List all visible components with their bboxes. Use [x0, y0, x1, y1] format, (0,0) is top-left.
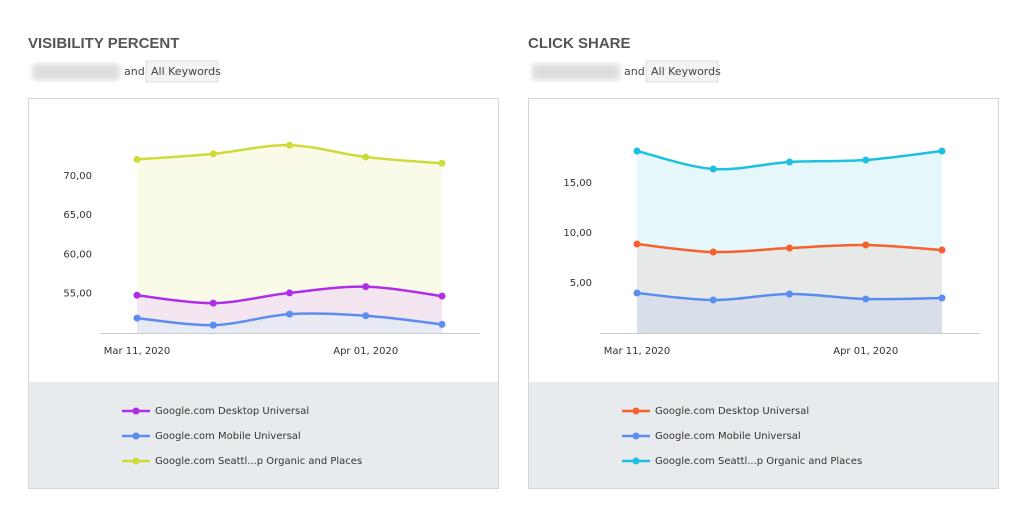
point [133, 291, 141, 299]
point [133, 314, 141, 322]
legend-dot [132, 457, 140, 465]
legend-dot [132, 407, 140, 415]
point [709, 296, 717, 304]
legend-dot [132, 432, 140, 440]
point [438, 159, 446, 167]
point [209, 299, 217, 307]
legend-area [529, 382, 998, 488]
point [709, 248, 717, 256]
point [286, 310, 293, 318]
blurred-site [532, 64, 620, 80]
legend-label: Google.com Desktop Universal [155, 406, 309, 417]
point [938, 147, 946, 155]
point [633, 240, 641, 248]
point [633, 289, 641, 297]
y-tick-label: 5,00 [570, 278, 592, 289]
point [438, 320, 446, 328]
y-tick-label: 15,00 [563, 178, 592, 189]
legend-label: Google.com Mobile Universal [155, 431, 301, 442]
legend-dot [632, 432, 640, 440]
blurred-site [32, 64, 120, 80]
point [862, 156, 870, 164]
panel-title: CLICK SHARE [528, 35, 631, 52]
point [786, 158, 793, 166]
point [362, 283, 370, 291]
legend-dot [632, 457, 640, 465]
legend-label: Google.com Seattl...p Organic and Places [655, 456, 862, 467]
point [633, 147, 641, 155]
point [786, 290, 793, 298]
filter-chip [645, 60, 719, 83]
x-tick-label: Apr 01, 2020 [833, 346, 898, 357]
y-tick-label: 65,00 [63, 210, 92, 221]
point [286, 141, 293, 149]
point [938, 246, 946, 254]
legend-dot [632, 407, 640, 415]
point [209, 150, 217, 158]
filter-joiner: and [624, 65, 645, 78]
chart-panel: CLICK SHARE and All Keywords 5,00 10,00 15,00… [528, 35, 999, 489]
y-tick-label: 10,00 [563, 228, 592, 239]
point [209, 321, 217, 329]
filter-joiner: and [124, 65, 145, 78]
legend-area [29, 382, 498, 488]
filter-value: All Keywords [151, 65, 221, 78]
chart-panel: VISIBILITY PERCENT and All Keywords 55,00 60… [28, 35, 499, 489]
y-tick-label: 70,00 [63, 171, 92, 182]
point [862, 241, 870, 249]
point [862, 295, 870, 303]
panel-title: VISIBILITY PERCENT [28, 35, 179, 52]
legend-label: Google.com Desktop Universal [655, 406, 809, 417]
filter-chip [145, 60, 219, 83]
legend-label: Google.com Mobile Universal [655, 431, 801, 442]
x-tick-label: Mar 11, 2020 [604, 346, 671, 357]
point [286, 289, 293, 297]
point [709, 165, 717, 173]
point [362, 153, 370, 161]
legend-label: Google.com Seattl...p Organic and Places [155, 456, 362, 467]
point [786, 244, 793, 252]
y-tick-label: 60,00 [63, 249, 92, 260]
point [133, 155, 141, 163]
filter-value: All Keywords [651, 65, 721, 78]
point [438, 292, 446, 300]
point [938, 294, 946, 302]
y-tick-label: 55,00 [63, 289, 92, 300]
x-tick-label: Apr 01, 2020 [333, 346, 398, 357]
point [362, 312, 370, 320]
x-tick-label: Mar 11, 2020 [104, 346, 171, 357]
